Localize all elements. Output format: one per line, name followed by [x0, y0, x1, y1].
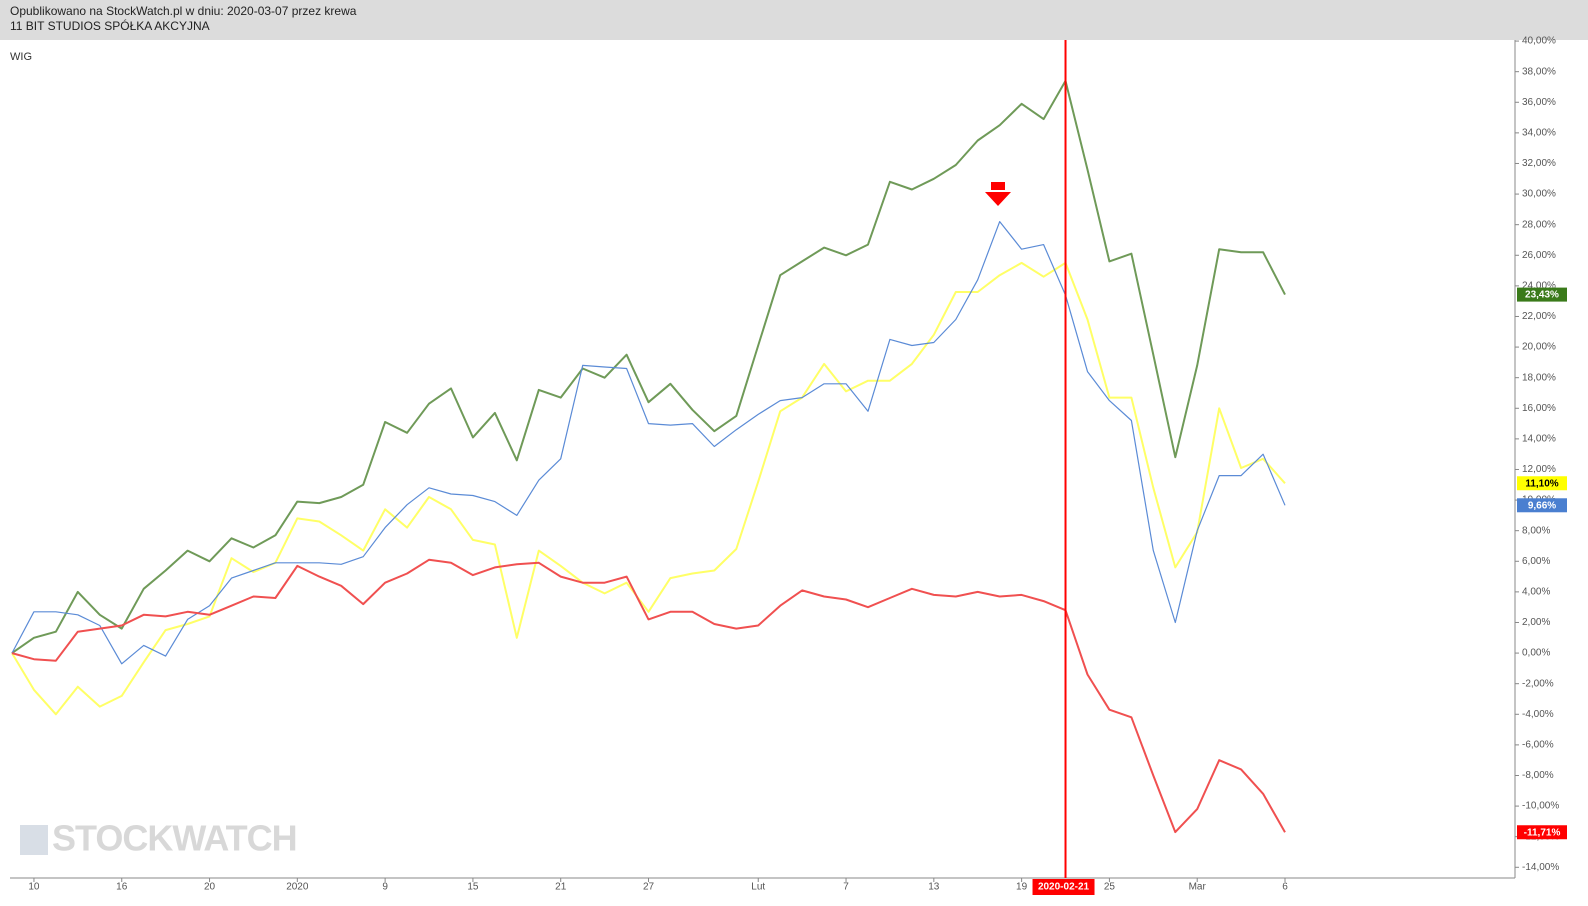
x-tick-label: 21 [555, 882, 567, 893]
x-tick-label: 27 [643, 882, 655, 893]
header-line: 11 BIT STUDIOS SPÓŁKA AKCYJNA [10, 18, 210, 33]
y-tick-label: -6,00% [1522, 740, 1554, 751]
y-tick-label: 18,00% [1522, 372, 1556, 383]
x-tick-label: 7 [843, 882, 849, 893]
y-tick-label: 2,00% [1522, 617, 1550, 628]
last-value-box [1517, 476, 1567, 491]
y-tick-label: 30,00% [1522, 189, 1556, 200]
x-tick-label: 2020-02-21 [1038, 882, 1090, 893]
x-tick-label: 9 [382, 882, 388, 893]
x-tick-label: Mar [1189, 882, 1207, 893]
y-tick-label: 16,00% [1522, 403, 1556, 414]
watermark: STOCKWATCH [52, 818, 297, 859]
last-value-label: 23,43% [1525, 290, 1559, 301]
logo: STOCKWATCH [20, 818, 298, 859]
y-tick-label: 0,00% [1522, 648, 1550, 659]
last-value-label: -11,71% [1524, 827, 1561, 838]
y-tick-label: 26,00% [1522, 250, 1556, 261]
y-tick-label: 22,00% [1522, 311, 1556, 322]
arrow-annotation [985, 182, 1011, 206]
series-label: WIG [10, 51, 32, 63]
last-value-label: 9,66% [1528, 500, 1556, 511]
y-tick-label: -4,00% [1522, 709, 1554, 720]
x-tick-label: 20 [204, 882, 216, 893]
y-tick-label: 38,00% [1522, 66, 1556, 77]
x-tick-label: 16 [116, 882, 128, 893]
last-value-box [1517, 498, 1567, 513]
y-tick-label: 12,00% [1522, 464, 1556, 475]
y-tick-label: 28,00% [1522, 219, 1556, 230]
series-line [11, 558, 1286, 834]
x-tick-label: 15 [467, 882, 479, 893]
y-tick-label: 34,00% [1522, 128, 1556, 139]
x-tick-label: Lut [751, 882, 765, 893]
y-tick-label: 20,00% [1522, 342, 1556, 353]
header-bar [0, 0, 1588, 40]
y-tick-label: 24,00% [1522, 281, 1556, 292]
x-tick-label: 25 [1104, 882, 1116, 893]
y-tick-label: -2,00% [1522, 678, 1554, 689]
y-tick-label: 14,00% [1522, 434, 1556, 445]
y-tick-label: 36,00% [1522, 97, 1556, 108]
y-tick-label: -8,00% [1522, 770, 1554, 781]
x-tick-label: 2020 [286, 882, 309, 893]
x-tick-label: 13 [928, 882, 940, 893]
series-line [11, 261, 1286, 716]
last-value-label: 11,10% [1525, 478, 1558, 489]
y-tick-label: 6,00% [1522, 556, 1550, 567]
series-line [11, 221, 1286, 665]
date-highlight [1032, 879, 1095, 895]
series-line [11, 79, 1286, 654]
header-line: Opublikowano na StockWatch.pl w dniu: 20… [10, 4, 357, 18]
y-tick-label: 32,00% [1522, 158, 1556, 169]
y-tick-label: -10,00% [1522, 801, 1559, 812]
y-tick-label: 4,00% [1522, 587, 1550, 598]
y-tick-label: 40,00% [1522, 36, 1556, 47]
last-value-box [1517, 287, 1567, 302]
y-tick-label: -14,00% [1522, 862, 1559, 873]
x-tick-label: 10 [28, 882, 40, 893]
y-tick-label: 8,00% [1522, 525, 1550, 536]
x-tick-label: 6 [1282, 882, 1288, 893]
last-value-box [1517, 825, 1567, 840]
logo-icon [20, 825, 48, 855]
x-tick-label: 19 [1016, 882, 1028, 893]
